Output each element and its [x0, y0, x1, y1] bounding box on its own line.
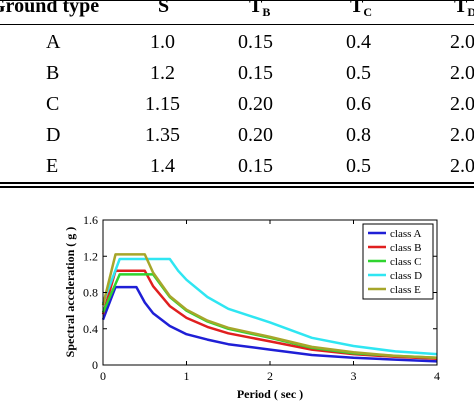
- row-b-s: 1.2: [150, 62, 175, 84]
- x-tick-label: 0: [100, 369, 106, 383]
- row-c-td: 2.0: [450, 93, 474, 115]
- row-e-ground: E: [46, 155, 59, 177]
- table-top-rule: [0, 0, 474, 1]
- spectrum-chart-area: 0 1 2 3 4 0 0.4 0.8 1.2 1.6 Spectral acceleration…: [0, 190, 474, 402]
- header-td: TD: [454, 0, 474, 24]
- spectrum-chart: 0 1 2 3 4 0 0.4 0.8 1.2 1.6 Spectral acceleration…: [63, 213, 440, 401]
- row-c-tc: 0.6: [346, 93, 371, 115]
- header-ground-type: Ground type: [0, 0, 100, 17]
- row-b-td: 2.0: [450, 62, 474, 84]
- y-tick-label: 0.8: [83, 286, 98, 300]
- header-td-base: T: [454, 0, 468, 17]
- row-a-s: 1.0: [150, 31, 175, 53]
- x-tick-label: 2: [267, 369, 273, 383]
- series-line-class-d: [101, 257, 438, 356]
- table-bottom-rule-1: [0, 182, 474, 184]
- row-d-ground: D: [46, 124, 61, 146]
- header-s: S: [158, 0, 170, 17]
- row-d-tb: 0.20: [238, 124, 273, 146]
- legend-label: class B: [390, 242, 421, 254]
- x-axis-label: Period ( sec ): [237, 387, 303, 401]
- header-tc-sub: C: [363, 5, 373, 19]
- row-e-td: 2.0: [450, 155, 474, 177]
- parameter-table: Ground type S TB TC TD A 1.0 0.15 0.4 2.…: [0, 0, 474, 190]
- y-axis-label: Spectral acceleration ( g ): [63, 227, 77, 358]
- table-bottom-rule-2: [0, 186, 474, 188]
- header-tb-sub: B: [262, 5, 271, 19]
- ticks-group: 0 1 2 3 4 0 0.4 0.8 1.2 1.6: [83, 213, 440, 383]
- row-c-s: 1.15: [145, 93, 180, 115]
- y-tick-label: 1.6: [83, 213, 98, 227]
- legend: class A class B class C class D class E: [362, 223, 434, 300]
- row-e-tc: 0.5: [346, 155, 371, 177]
- header-tb: TB: [249, 0, 270, 24]
- row-b-tb: 0.15: [238, 62, 273, 84]
- legend-box: [362, 223, 434, 300]
- series-line-class-a: [101, 285, 438, 363]
- row-b-ground: B: [46, 62, 60, 84]
- row-c-tb: 0.20: [238, 93, 273, 115]
- y-tick-label: 1.2: [83, 249, 98, 263]
- legend-label: class D: [390, 270, 422, 282]
- legend-label: class E: [390, 284, 421, 296]
- x-tick-label: 4: [434, 369, 440, 383]
- legend-label: class C: [390, 256, 421, 268]
- row-a-td: 2.0: [450, 31, 474, 53]
- row-b-tc: 0.5: [346, 62, 371, 84]
- y-tick-label: 0: [92, 358, 98, 372]
- x-tick-label: 3: [351, 369, 357, 383]
- row-e-tb: 0.15: [238, 155, 273, 177]
- row-a-ground: A: [46, 31, 61, 53]
- row-e-s: 1.4: [150, 155, 175, 177]
- legend-label: class A: [390, 228, 422, 240]
- series-line-class-e: [101, 253, 438, 360]
- y-tick-label: 0.4: [83, 322, 98, 336]
- header-rule: [0, 24, 474, 25]
- row-a-tc: 0.4: [346, 31, 371, 53]
- row-a-tb: 0.15: [238, 31, 273, 53]
- header-tc: TC: [350, 0, 372, 24]
- row-d-s: 1.35: [145, 124, 180, 146]
- header-td-sub: D: [467, 5, 474, 19]
- x-tick-label: 1: [184, 369, 190, 383]
- row-d-tc: 0.8: [346, 124, 371, 146]
- header-tb-base: T: [249, 0, 263, 17]
- header-tc-base: T: [350, 0, 364, 17]
- row-d-td: 2.0: [450, 124, 474, 146]
- row-c-ground: C: [46, 93, 60, 115]
- series-group: [101, 253, 438, 363]
